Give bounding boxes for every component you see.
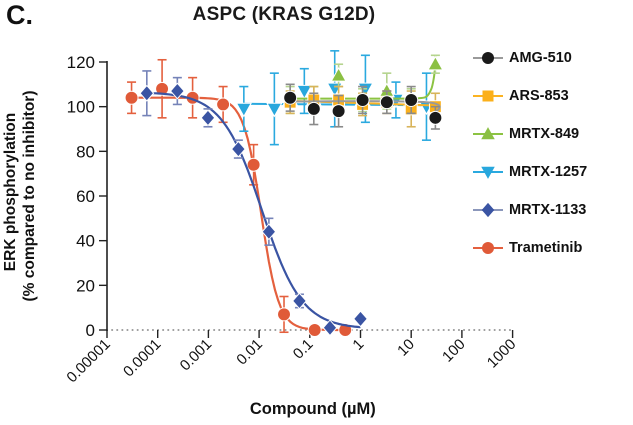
y-tick-label: 80 bbox=[76, 142, 95, 161]
circle-icon bbox=[482, 52, 494, 64]
series-trametinib bbox=[124, 58, 353, 337]
circle-marker-icon bbox=[246, 157, 261, 172]
x-tick-label: 10 bbox=[394, 336, 418, 360]
circle-marker-icon bbox=[155, 81, 170, 96]
legend-entry-ars-853: ARS-853 bbox=[472, 77, 632, 115]
diamond-marker-icon bbox=[139, 84, 155, 102]
legend-entry-mrtx-1133: MRTX-1133 bbox=[472, 191, 632, 229]
ars-853-marker-icon bbox=[473, 90, 503, 102]
x-tick-label: 0.1 bbox=[290, 336, 317, 363]
legend-entry-amg-510: AMG-510 bbox=[472, 39, 632, 77]
triangle-down-marker-icon bbox=[235, 102, 252, 118]
legend: AMG-510 ARS-853 MRTX-849 MRTX-1257 MRTX-1133… bbox=[472, 39, 632, 267]
series-mrtx-1133 bbox=[139, 70, 368, 337]
x-tick-label: 100 bbox=[439, 336, 469, 366]
circle-marker-icon bbox=[355, 92, 370, 107]
amg-510-marker-icon bbox=[473, 52, 503, 64]
mrtx-1257-marker-icon bbox=[473, 166, 503, 179]
diamond-marker-icon bbox=[200, 109, 216, 127]
mrtx-1133-marker-icon bbox=[473, 202, 503, 218]
diamond-icon bbox=[481, 202, 495, 218]
x-tick-label: 0.0001 bbox=[120, 336, 164, 380]
circle-marker-icon bbox=[306, 101, 321, 116]
y-tick-label: 40 bbox=[76, 232, 95, 251]
square-icon bbox=[482, 90, 494, 102]
mrtx-849-marker-icon bbox=[473, 127, 503, 140]
legend-label: ARS-853 bbox=[509, 88, 569, 104]
circle-marker-icon bbox=[404, 92, 419, 107]
circle-marker-icon bbox=[277, 307, 291, 322]
y-tick-label: 120 bbox=[67, 53, 95, 72]
y-tick-label: 60 bbox=[76, 187, 95, 206]
panel-label: C. bbox=[6, 0, 33, 30]
svg-text:ERK phosphorylation: ERK phosphorylation bbox=[2, 113, 19, 271]
svg-text:(% compared to no inhibitor): (% compared to no inhibitor) bbox=[21, 91, 38, 302]
diamond-marker-icon bbox=[169, 82, 185, 100]
triangle-up-icon bbox=[481, 127, 495, 140]
diamond-marker-icon bbox=[230, 140, 246, 158]
series-amg-510 bbox=[283, 83, 443, 130]
x-tick-label: 0.01 bbox=[233, 336, 266, 369]
diamond-marker-icon bbox=[353, 310, 368, 328]
x-tick-label: 0.00001 bbox=[63, 336, 113, 386]
triangle-up-marker-icon bbox=[427, 55, 444, 71]
legend-entry-mrtx-849: MRTX-849 bbox=[472, 115, 632, 153]
diamond-marker-icon bbox=[322, 319, 338, 337]
diamond-marker-icon bbox=[261, 223, 277, 241]
y-tick-label: 20 bbox=[76, 276, 95, 295]
triangle-down-icon bbox=[481, 166, 495, 179]
triangle-down-marker-icon bbox=[266, 102, 283, 118]
circle-marker-icon bbox=[124, 90, 139, 105]
circle-marker-icon bbox=[216, 97, 231, 112]
circle-marker-icon bbox=[307, 323, 322, 337]
circle-marker-icon bbox=[331, 104, 346, 119]
y-tick-label: 100 bbox=[67, 98, 95, 117]
triangle-up-marker-icon bbox=[330, 66, 347, 82]
chart-title: ASPC (KRAS G12D) bbox=[192, 4, 376, 25]
trametinib-marker-icon bbox=[473, 242, 503, 254]
legend-label: MRTX-1257 bbox=[509, 164, 588, 180]
x-tick-label: 1000 bbox=[484, 336, 520, 372]
legend-label: Trametinib bbox=[509, 240, 583, 256]
circle-icon bbox=[482, 242, 494, 254]
triangle-down-marker-icon bbox=[296, 84, 313, 100]
y-tick-label: 0 bbox=[86, 321, 95, 340]
diamond-marker-icon bbox=[292, 292, 307, 310]
x-axis: 0.00001 0.0001 0.001 0.01 0.1 1 10 100 1000 Compo… bbox=[63, 330, 519, 418]
y-axis-label: ERK phosphorylation (% compared to no inh… bbox=[2, 91, 38, 302]
x-axis-label: Compound (µM) bbox=[250, 400, 376, 418]
circle-marker-icon bbox=[379, 95, 394, 110]
circle-marker-icon bbox=[283, 90, 298, 105]
x-tick-label: 1 bbox=[349, 336, 367, 354]
legend-entry-mrtx-1257: MRTX-1257 bbox=[472, 153, 632, 191]
legend-label: MRTX-849 bbox=[509, 126, 580, 142]
legend-label: MRTX-1133 bbox=[509, 202, 587, 218]
x-tick-label: 0.001 bbox=[177, 336, 216, 375]
circle-marker-icon bbox=[428, 110, 443, 125]
y-axis: 0 20 40 60 80 100 120 bbox=[67, 53, 108, 340]
legend-entry-trametinib: Trametinib bbox=[472, 229, 632, 267]
legend-label: AMG-510 bbox=[509, 50, 572, 66]
